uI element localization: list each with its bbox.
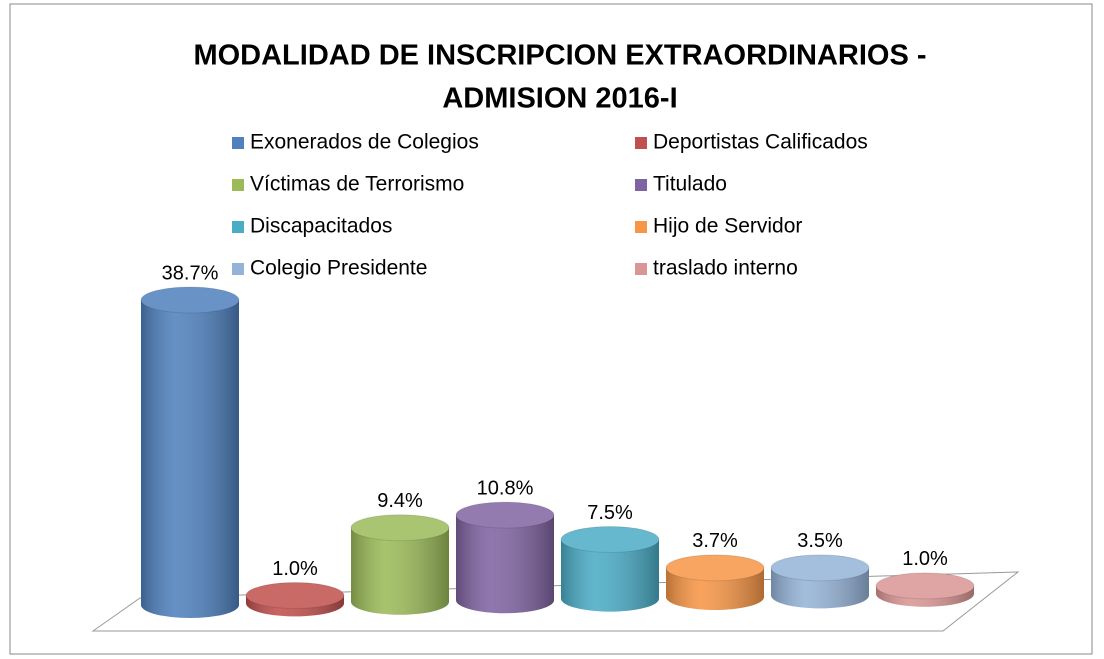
bar-top-highlight — [455, 501, 555, 529]
bar-top — [246, 582, 344, 609]
legend-label: Colegio Presidente — [250, 257, 427, 280]
legend-swatch — [635, 137, 647, 149]
bar-top-highlight — [770, 554, 870, 582]
data-label: 7.5% — [587, 502, 633, 524]
bar-top — [351, 514, 449, 541]
bar-top-highlight — [140, 286, 240, 314]
data-label: 1.0% — [902, 548, 948, 570]
legend-label: Titulado — [653, 173, 727, 196]
bar-top-highlight — [245, 582, 345, 610]
bar-top — [666, 554, 764, 581]
bar-top — [141, 287, 239, 313]
data-label: 10.8% — [477, 477, 534, 499]
bar-top-highlight — [875, 572, 975, 600]
bar-shade — [351, 527, 449, 615]
legend-swatch — [635, 263, 647, 275]
legend-label: Discapacitados — [250, 215, 392, 238]
chart-subtitle: ADMISION 2016-I — [442, 83, 677, 115]
legend-swatch — [635, 179, 647, 191]
bar-top-highlight — [560, 525, 660, 553]
legend-label: Víctimas de Terrorismo — [250, 173, 464, 196]
legend-swatch — [232, 263, 244, 275]
legend-swatch — [232, 179, 244, 191]
chart-title: MODALIDAD DE INSCRIPCION EXTRAORDINARIOS… — [193, 40, 926, 72]
data-label: 9.4% — [377, 490, 423, 512]
bar-top — [456, 502, 554, 529]
data-label: 1.0% — [272, 558, 318, 580]
bar-shade — [456, 515, 554, 614]
bar-top — [876, 572, 974, 599]
legend-label: traslado interno — [653, 257, 798, 280]
bar-shade — [141, 300, 239, 618]
legend-swatch — [635, 221, 647, 233]
legend-label: Deportistas Calificados — [653, 131, 868, 154]
bar-top-highlight — [350, 514, 450, 542]
bar-top — [561, 526, 659, 553]
data-label: 38.7% — [162, 262, 219, 284]
data-label: 3.5% — [797, 530, 843, 552]
legend-swatch — [232, 221, 244, 233]
bar-shade — [561, 539, 659, 612]
data-label: 3.7% — [692, 530, 738, 552]
floor — [91, 571, 1020, 632]
legend-label: Hijo de Servidor — [653, 215, 802, 238]
legend-label: Exonerados de Colegios — [250, 131, 479, 154]
bar-top — [771, 554, 869, 581]
legend-swatch — [232, 137, 244, 149]
bar-top-highlight — [665, 554, 765, 582]
